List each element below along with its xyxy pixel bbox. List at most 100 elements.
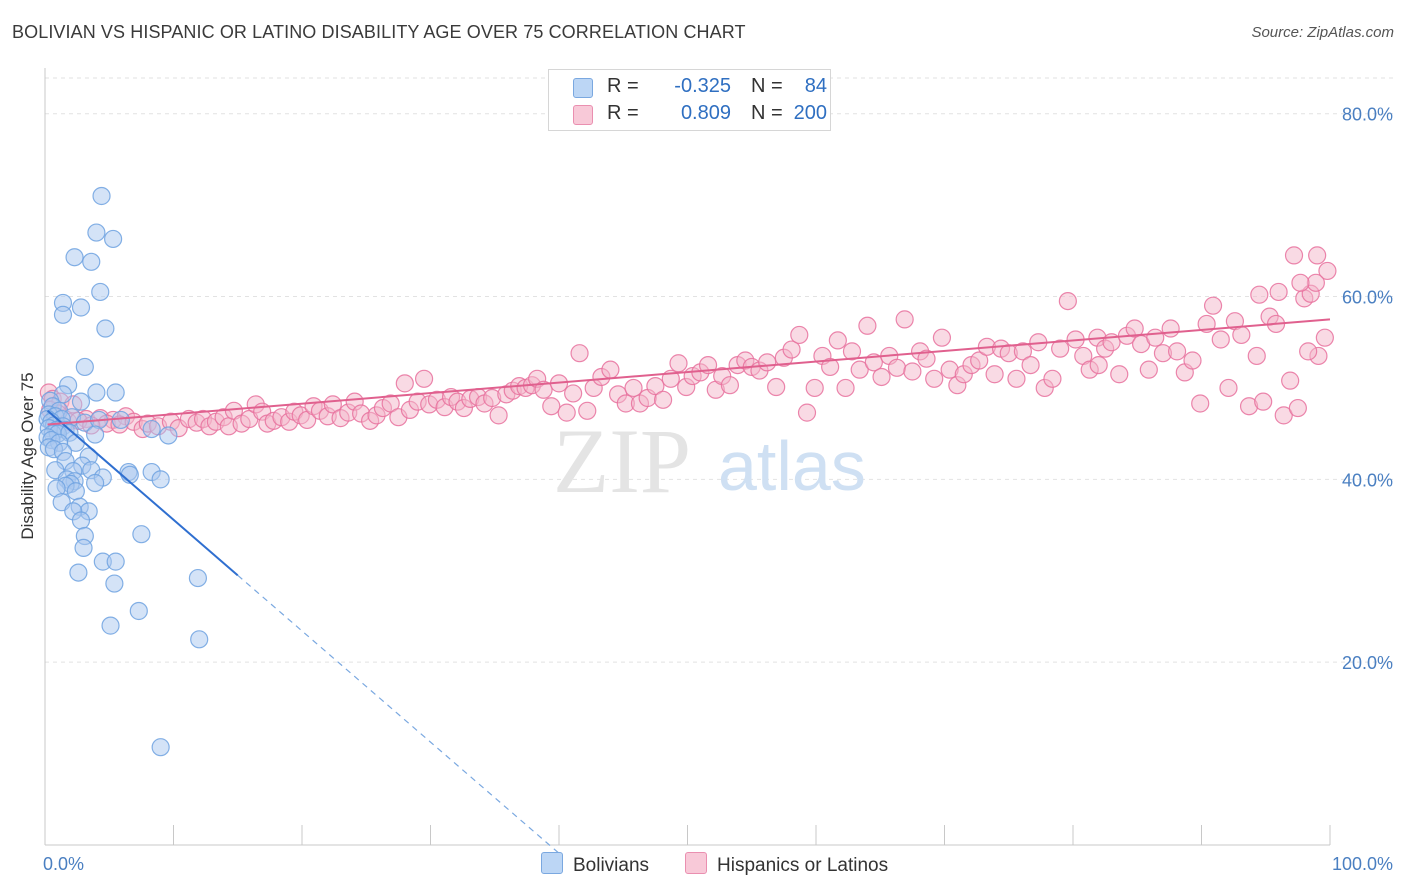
bolivian-point xyxy=(106,383,125,402)
hispanic-point xyxy=(895,310,914,329)
watermark-zip: ZIP xyxy=(553,410,691,512)
hispanic-point xyxy=(1318,261,1337,281)
legend-swatch-bolivians xyxy=(573,78,593,98)
bolivian-point xyxy=(129,601,148,621)
chart-title: BOLIVIAN VS HISPANIC OR LATINO DISABILIT… xyxy=(12,22,746,42)
hispanic-points xyxy=(39,246,1337,439)
hispanic-point xyxy=(601,360,620,379)
hispanic-point xyxy=(836,378,855,398)
bolivian-point xyxy=(188,568,208,588)
bolivian-point xyxy=(104,229,123,249)
hispanic-point xyxy=(381,394,400,413)
hispanic-point xyxy=(805,378,824,398)
bolivian-point xyxy=(105,574,124,593)
hispanic-point xyxy=(970,351,989,370)
hispanic-point xyxy=(1232,325,1251,345)
hispanic-point xyxy=(1125,319,1144,338)
hispanic-point xyxy=(653,390,673,409)
hispanic-point xyxy=(872,367,891,387)
hispanic-point xyxy=(534,380,553,399)
bottom-legend-bolivians: Bolivians xyxy=(541,852,649,877)
bolivian-point xyxy=(71,511,91,530)
hispanic-point xyxy=(917,349,936,368)
hispanic-point xyxy=(1308,246,1327,265)
watermark-atlas: atlas xyxy=(718,427,866,505)
bolivian-point xyxy=(132,525,151,544)
bolivian-trend-line xyxy=(46,410,239,577)
hispanic-point xyxy=(1110,365,1129,384)
hispanic-point xyxy=(1254,392,1273,411)
hispanic-point xyxy=(1146,328,1165,347)
hispanic-point xyxy=(767,377,786,397)
hispanic-point xyxy=(1269,282,1288,302)
source-label: Source: ZipAtlas.com xyxy=(1251,24,1394,41)
hispanic-point xyxy=(1191,394,1210,413)
bolivian-point xyxy=(151,738,170,757)
trend-lines xyxy=(46,318,1331,854)
hispanic-point xyxy=(1058,292,1077,311)
legend-r-label: R = xyxy=(607,75,639,97)
hispanic-point xyxy=(542,397,561,416)
hispanic-trend-line xyxy=(47,318,1331,426)
bottom-swatch-bolivians xyxy=(541,852,563,874)
hispanic-point xyxy=(1288,398,1307,418)
bolivian-point xyxy=(86,473,105,493)
hispanic-point xyxy=(669,354,688,373)
hispanic-point xyxy=(414,369,434,388)
hispanic-point xyxy=(985,365,1004,384)
bolivian-point xyxy=(142,419,161,439)
hispanic-point xyxy=(1274,406,1293,425)
hispanic-point xyxy=(1219,378,1238,398)
legend-r-value: 0.809 xyxy=(680,102,731,124)
y-axis-title: Disability Age Over 75 xyxy=(18,372,37,539)
hispanic-point xyxy=(1051,339,1070,358)
hispanic-point xyxy=(821,357,840,377)
bolivian-point xyxy=(151,470,170,489)
hispanic-point xyxy=(1183,351,1202,370)
hispanic-point xyxy=(395,374,414,393)
hispanic-point xyxy=(758,353,777,372)
legend-n-value: 84 xyxy=(804,75,827,97)
hispanic-point xyxy=(1139,360,1158,379)
hispanic-point xyxy=(564,384,583,403)
hispanic-point xyxy=(1161,319,1180,338)
hispanic-point xyxy=(1291,273,1310,292)
hispanic-point xyxy=(1306,273,1325,292)
legend-r-value: -0.325 xyxy=(674,75,731,97)
bolivian-point xyxy=(106,552,125,571)
x-tick-label-min: 0.0% xyxy=(43,854,84,874)
hispanic-point xyxy=(578,401,597,420)
y-tick-label: 80.0% xyxy=(1342,105,1393,125)
legend-n-label: N = xyxy=(751,75,783,97)
hispanic-point xyxy=(1021,355,1040,375)
hispanic-point xyxy=(850,360,869,379)
hispanic-point xyxy=(1203,296,1223,315)
y-tick-label: 60.0% xyxy=(1342,288,1393,308)
hispanic-point xyxy=(932,328,952,347)
hispanic-point xyxy=(1089,355,1108,375)
hispanic-point xyxy=(1043,369,1062,388)
axes xyxy=(44,68,1331,846)
bolivian-point xyxy=(82,252,101,271)
hispanic-point xyxy=(1211,330,1230,349)
hispanic-point xyxy=(790,325,809,345)
bolivian-point xyxy=(53,305,73,324)
hispanic-point xyxy=(720,376,740,395)
hispanic-point xyxy=(1247,346,1266,366)
bolivian-point xyxy=(65,248,84,267)
bolivian-point xyxy=(71,392,91,411)
bolivian-point xyxy=(92,186,111,206)
bolivian-point xyxy=(75,357,94,377)
bottom-label-bolivians: Bolivians xyxy=(573,855,650,876)
hispanic-point xyxy=(925,369,944,388)
y-tick-labels: 20.0% 40.0% 60.0% 80.0% xyxy=(1342,105,1393,673)
bolivian-point xyxy=(66,482,85,501)
hispanic-point xyxy=(887,358,907,377)
bolivian-point xyxy=(87,383,106,402)
hispanic-point xyxy=(1250,285,1269,304)
hispanic-point xyxy=(624,378,643,398)
bolivian-point xyxy=(87,223,106,242)
legend-r-label: R = xyxy=(607,102,639,124)
y-tick-label: 40.0% xyxy=(1342,470,1393,490)
